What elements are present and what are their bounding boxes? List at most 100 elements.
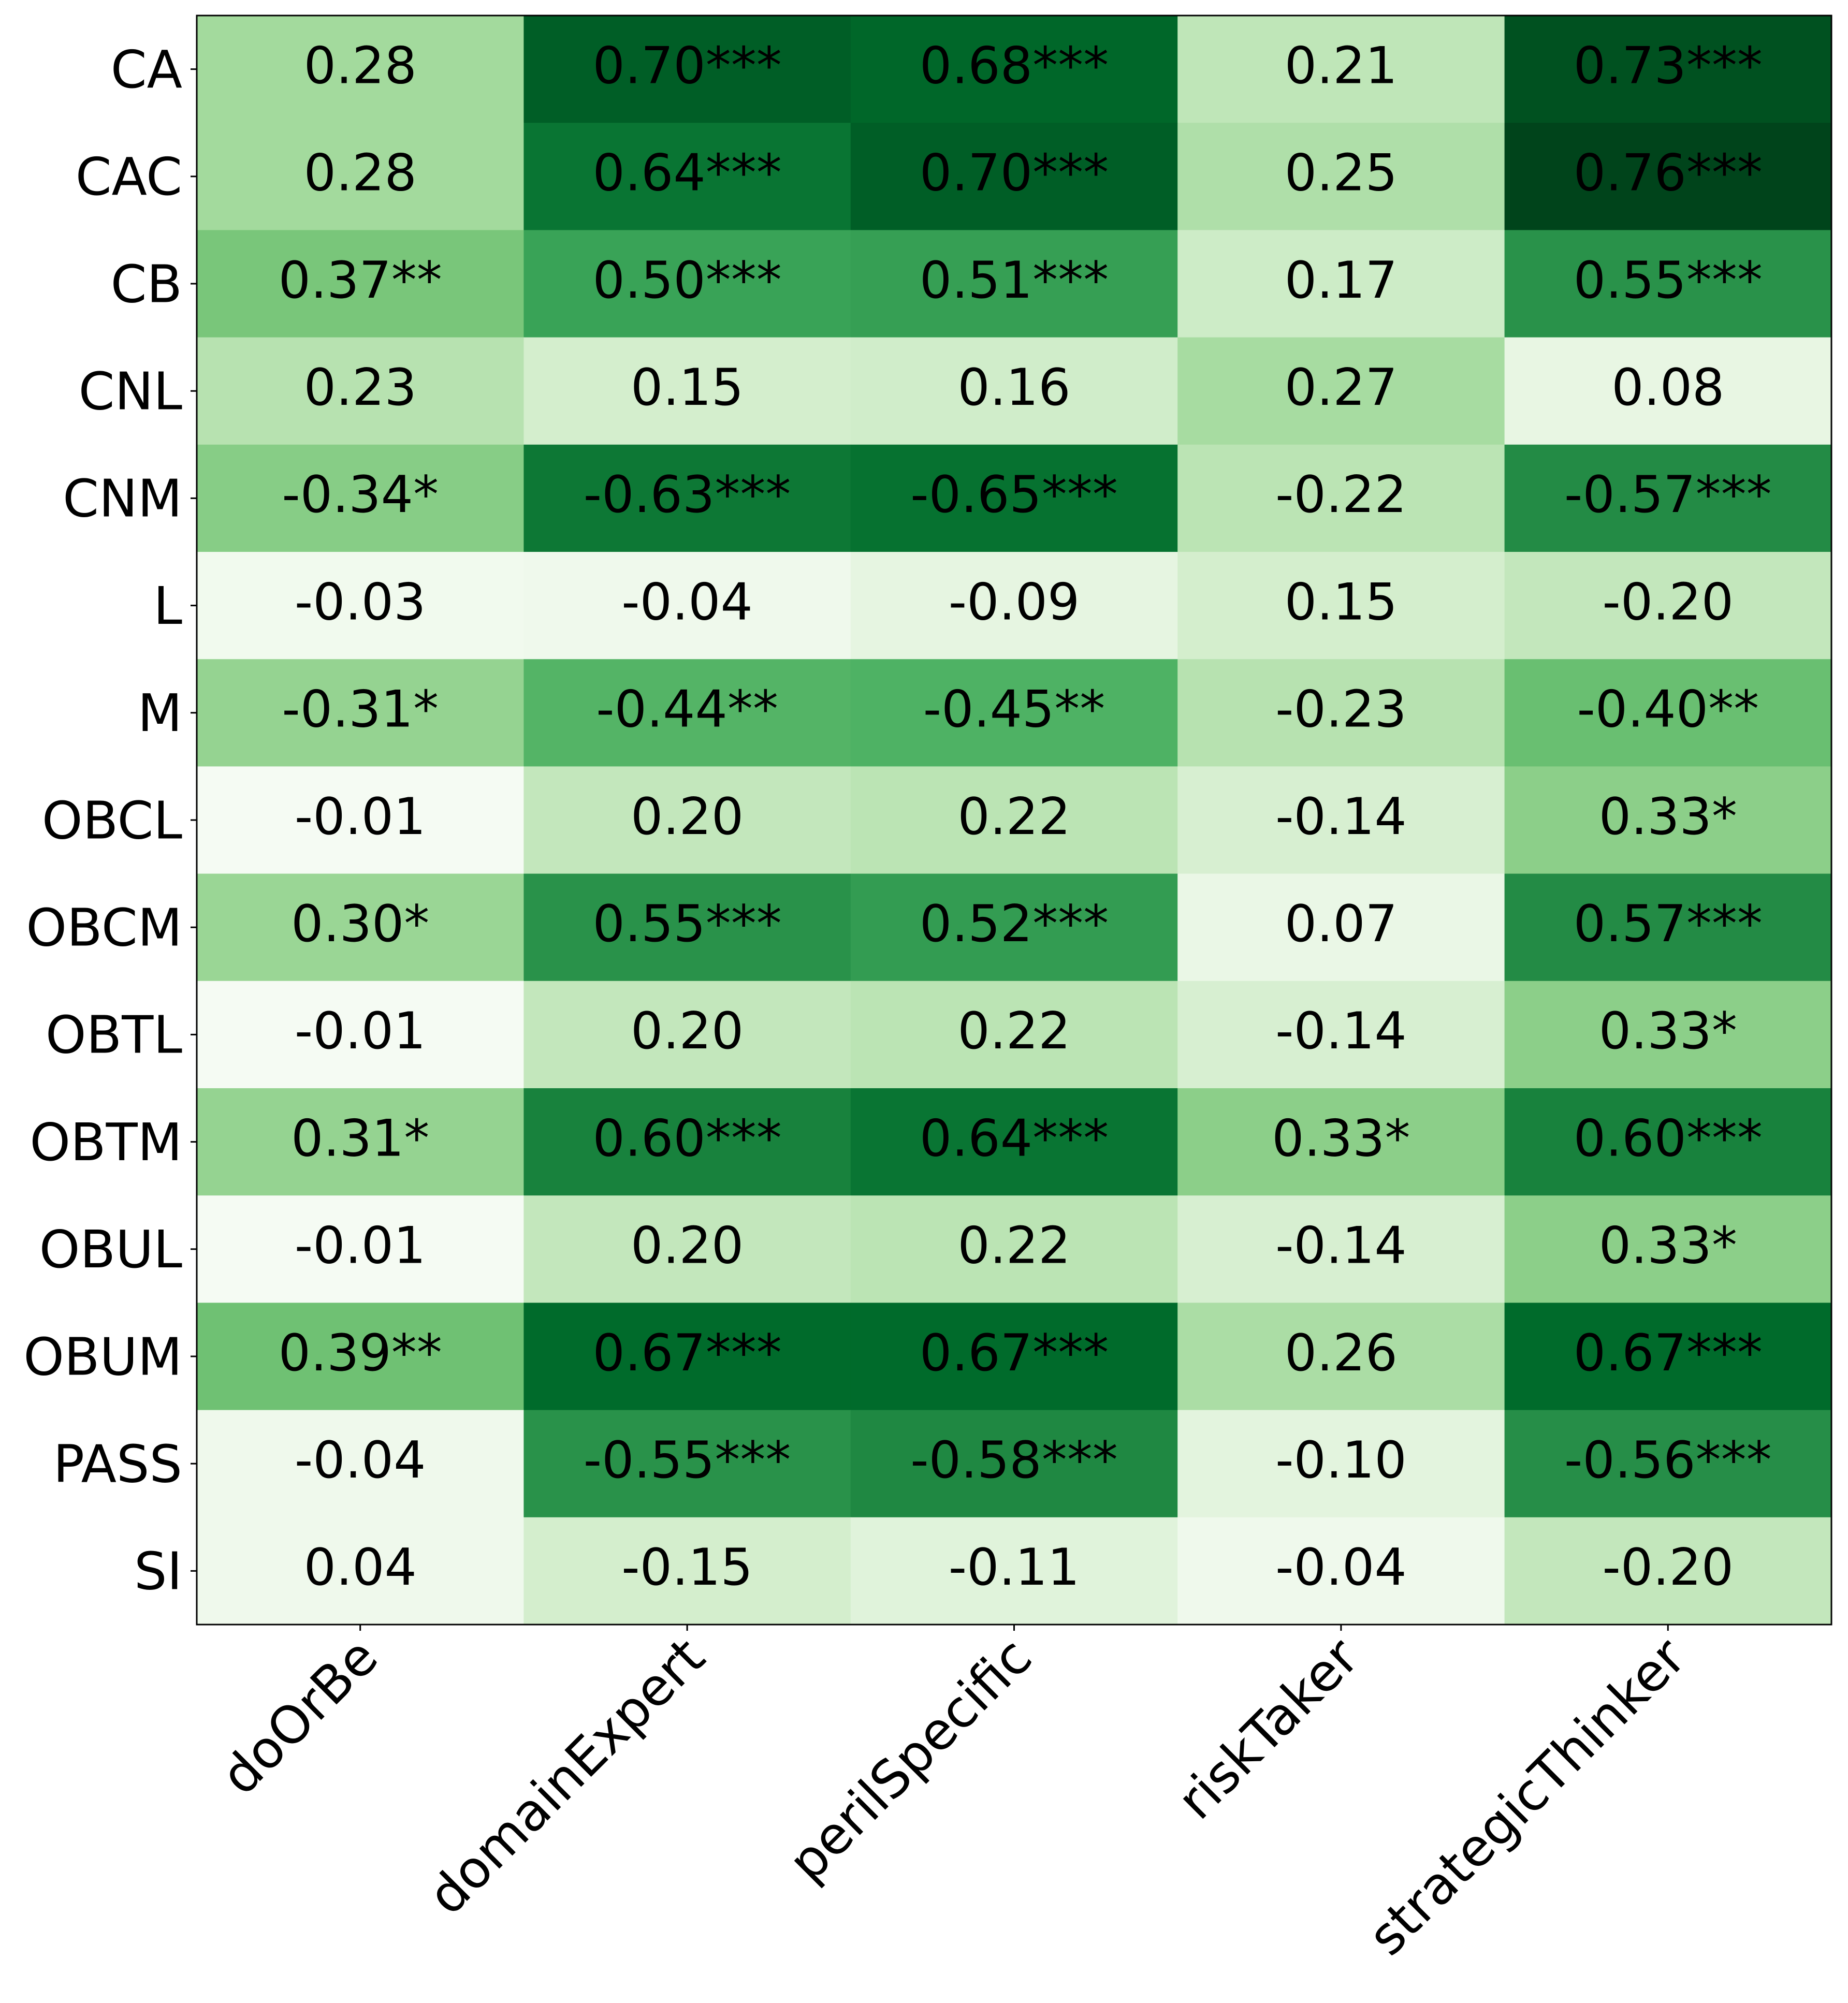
heatmap-cell xyxy=(1504,981,1832,1089)
y-tick-label: OBTL xyxy=(46,1005,182,1065)
heatmap-cell xyxy=(1504,230,1832,338)
cell-label: 0.51*** xyxy=(920,251,1109,310)
heatmap-cell xyxy=(1504,123,1832,230)
y-tick-label: OBCL xyxy=(42,790,182,851)
heatmap-cell xyxy=(197,444,524,552)
heatmap-cell xyxy=(197,766,524,874)
cell-label: 0.23 xyxy=(304,358,417,417)
heatmap-cell xyxy=(1177,123,1505,230)
heatmap-cell xyxy=(1177,1410,1505,1518)
heatmap-cell xyxy=(523,230,851,338)
cell-label: -0.11 xyxy=(949,1538,1080,1597)
heatmap-cell xyxy=(850,123,1178,230)
heatmap-cell xyxy=(1177,981,1505,1089)
heatmap-cell xyxy=(1504,337,1832,445)
cell-label: 0.08 xyxy=(1611,358,1724,417)
cell-label: 0.26 xyxy=(1285,1324,1398,1383)
cell-label: -0.01 xyxy=(295,1002,426,1061)
cell-label: 0.28 xyxy=(304,144,417,203)
cell-label: 0.50*** xyxy=(592,251,781,310)
heatmap-cell xyxy=(1504,659,1832,767)
heatmap-cell xyxy=(197,1195,524,1303)
heatmap-cell xyxy=(1504,444,1832,552)
cell-label: 0.67*** xyxy=(920,1324,1109,1383)
cell-label: 0.60*** xyxy=(592,1109,781,1168)
heatmap-cell xyxy=(1504,552,1832,660)
cell-label: 0.73*** xyxy=(1574,36,1763,95)
cell-label: 0.55*** xyxy=(592,895,781,954)
cell-label: -0.34* xyxy=(282,465,439,524)
cell-label: 0.15 xyxy=(631,358,744,417)
heatmap-cell xyxy=(850,1517,1178,1625)
cell-label: 0.33* xyxy=(1272,1109,1410,1168)
heatmap-cell xyxy=(523,1410,851,1518)
heatmap-cell xyxy=(850,337,1178,445)
heatmap-cell xyxy=(850,1195,1178,1303)
cell-label: 0.67*** xyxy=(1574,1324,1763,1383)
cell-label: 0.21 xyxy=(1285,36,1398,95)
cell-label: 0.57*** xyxy=(1574,895,1763,954)
x-tick-label: domainExpert xyxy=(416,1627,716,1926)
cell-label: 0.22 xyxy=(957,1002,1070,1061)
heatmap-cell xyxy=(850,1410,1178,1518)
heatmap-cell xyxy=(1177,1517,1505,1625)
cell-label: -0.40** xyxy=(1577,680,1759,739)
heatmap-cell xyxy=(1177,337,1505,445)
heatmap-cell xyxy=(523,659,851,767)
cell-label: -0.01 xyxy=(295,787,426,846)
heatmap-cell xyxy=(523,1517,851,1625)
cell-label: 0.70*** xyxy=(920,144,1109,203)
cell-label: 0.25 xyxy=(1285,144,1398,203)
heatmap-cell xyxy=(197,230,524,338)
heatmap-cell xyxy=(197,1410,524,1518)
cell-label: 0.20 xyxy=(631,1002,744,1061)
cell-label: 0.68*** xyxy=(920,36,1109,95)
cell-label: -0.09 xyxy=(949,573,1080,632)
heatmap-cell xyxy=(197,123,524,230)
cell-label: -0.31* xyxy=(282,680,439,739)
heatmap-cell xyxy=(523,552,851,660)
heatmap-cell xyxy=(1504,16,1832,123)
heatmap-cell xyxy=(197,1517,524,1625)
cell-label: -0.44** xyxy=(596,680,778,739)
cell-label: -0.04 xyxy=(621,573,753,632)
heatmap-cell xyxy=(1177,1088,1505,1196)
cell-label: 0.22 xyxy=(957,1217,1070,1276)
cell-label: -0.14 xyxy=(1275,1217,1407,1276)
cell-label: -0.01 xyxy=(295,1217,426,1276)
heatmap-cell xyxy=(1177,1303,1505,1411)
heatmap-cell xyxy=(850,552,1178,660)
heatmap-cell xyxy=(197,16,524,123)
cell-label: 0.67*** xyxy=(592,1324,781,1383)
y-tick-label: OBCM xyxy=(26,898,182,958)
y-tick-label: CNL xyxy=(79,361,183,422)
heatmap-cell xyxy=(1177,873,1505,982)
cell-label: 0.04 xyxy=(304,1538,417,1597)
y-tick-label: CNM xyxy=(63,469,182,529)
cell-label: 0.20 xyxy=(631,787,744,846)
heatmap-cell xyxy=(850,1303,1178,1411)
cell-label: -0.63*** xyxy=(584,465,791,524)
heatmap-cell xyxy=(1177,659,1505,767)
cell-label: -0.22 xyxy=(1275,465,1407,524)
cell-label: 0.17 xyxy=(1285,251,1398,310)
cell-label: -0.55*** xyxy=(584,1431,791,1490)
cell-label: 0.33* xyxy=(1599,787,1737,846)
heatmap-cell xyxy=(850,659,1178,767)
cell-label: -0.45** xyxy=(923,680,1105,739)
cell-label: 0.28 xyxy=(304,36,417,95)
y-tick-label: CAC xyxy=(76,147,182,207)
heatmap-cell xyxy=(1504,766,1832,874)
heatmap-cell xyxy=(850,873,1178,982)
y-tick-label: L xyxy=(153,576,182,636)
heatmap-cell xyxy=(1177,766,1505,874)
y-tick-label: OBUM xyxy=(23,1326,182,1387)
cell-label: -0.14 xyxy=(1275,787,1407,846)
y-tick-label: CA xyxy=(111,39,182,100)
heatmap-cell xyxy=(523,337,851,445)
heatmap-cell xyxy=(523,766,851,874)
cell-label: 0.15 xyxy=(1285,573,1398,632)
cell-label: 0.52*** xyxy=(920,895,1109,954)
